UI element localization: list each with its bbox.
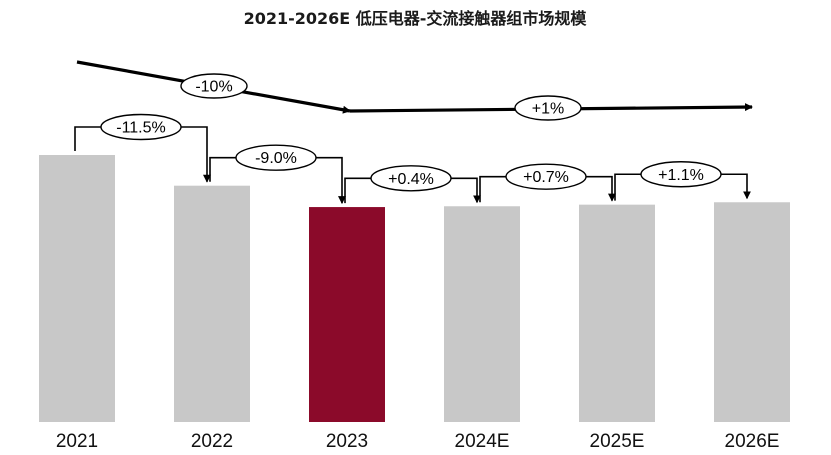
bars-group — [39, 155, 790, 422]
change-label-1: -11.5% — [116, 120, 166, 137]
change-pill-1 — [100, 113, 182, 141]
change-label-4: +0.7% — [523, 169, 569, 186]
change-label-3: +0.4% — [388, 171, 434, 188]
trend-pill-2 — [514, 95, 582, 121]
change-pill-3 — [370, 165, 452, 192]
change-pill-2 — [235, 144, 317, 171]
tick-label-2021: 2021 — [56, 431, 98, 452]
tick-label-2026e: 2026E — [725, 431, 780, 452]
tick-label-2025e: 2025E — [590, 431, 645, 452]
trend-label-2: +1% — [532, 101, 564, 118]
trend-pill-1 — [180, 73, 248, 99]
trend-arrows: -10% +1% — [76, 60, 753, 121]
bar-2025e — [579, 204, 655, 422]
change-pill-5 — [640, 161, 722, 188]
bar-2026e — [714, 202, 790, 422]
trend-label-1: -10% — [195, 79, 232, 96]
bar-2024e — [444, 206, 520, 422]
tick-label-2022: 2022 — [191, 431, 233, 452]
change-annotations: -11.5% -9.0% +0.4% +0.7% +1.1% — [74, 113, 751, 205]
chart-title: 2021-2026E 低压电器-交流接触器组市场规模 — [244, 9, 588, 28]
category-axis: 2021 2022 2023 2024E 2025E 2026E — [56, 431, 780, 452]
bar-2021 — [39, 155, 115, 422]
change-pill-4 — [505, 163, 587, 190]
tick-label-2023: 2023 — [326, 431, 368, 452]
bar-2022 — [174, 185, 250, 422]
bar-2023 — [309, 207, 385, 422]
change-label-2: -9.0% — [255, 150, 297, 167]
change-label-5: +1.1% — [658, 167, 704, 184]
tick-label-2024e: 2024E — [455, 431, 510, 452]
